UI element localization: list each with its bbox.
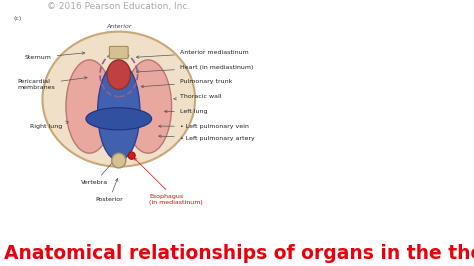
FancyBboxPatch shape [109,46,128,59]
Text: © 2016 Pearson Education, Inc.: © 2016 Pearson Education, Inc. [47,2,191,11]
Text: Posterior: Posterior [95,178,123,202]
Text: Left lung: Left lung [164,109,207,114]
Text: Thoracic wall: Thoracic wall [174,94,221,100]
Ellipse shape [125,60,172,153]
Text: • Left pulmonary artery: • Left pulmonary artery [159,135,255,141]
Ellipse shape [107,60,130,89]
Ellipse shape [112,153,126,168]
Ellipse shape [86,108,152,130]
Text: • Left pulmonary vein: • Left pulmonary vein [159,124,249,129]
Text: Anterior: Anterior [106,24,131,29]
Text: Heart (in mediastinum): Heart (in mediastinum) [137,65,253,73]
Text: Vertebra: Vertebra [81,161,114,185]
Ellipse shape [98,62,140,160]
Text: (c): (c) [13,16,21,21]
Text: Pericardial
membranes: Pericardial membranes [18,77,87,90]
Text: Esophagus
(in mediastinum): Esophagus (in mediastinum) [134,158,203,205]
Text: Anatomical relationships of organs in the thoracic cavity: Anatomical relationships of organs in th… [4,244,474,263]
Ellipse shape [128,152,135,159]
Text: Sternum: Sternum [25,52,85,60]
Text: Pulmonary trunk: Pulmonary trunk [141,80,232,88]
Text: Right lung: Right lung [29,121,68,129]
Ellipse shape [43,32,195,167]
Text: Anterior mediastinum: Anterior mediastinum [137,50,248,58]
Ellipse shape [66,60,113,153]
